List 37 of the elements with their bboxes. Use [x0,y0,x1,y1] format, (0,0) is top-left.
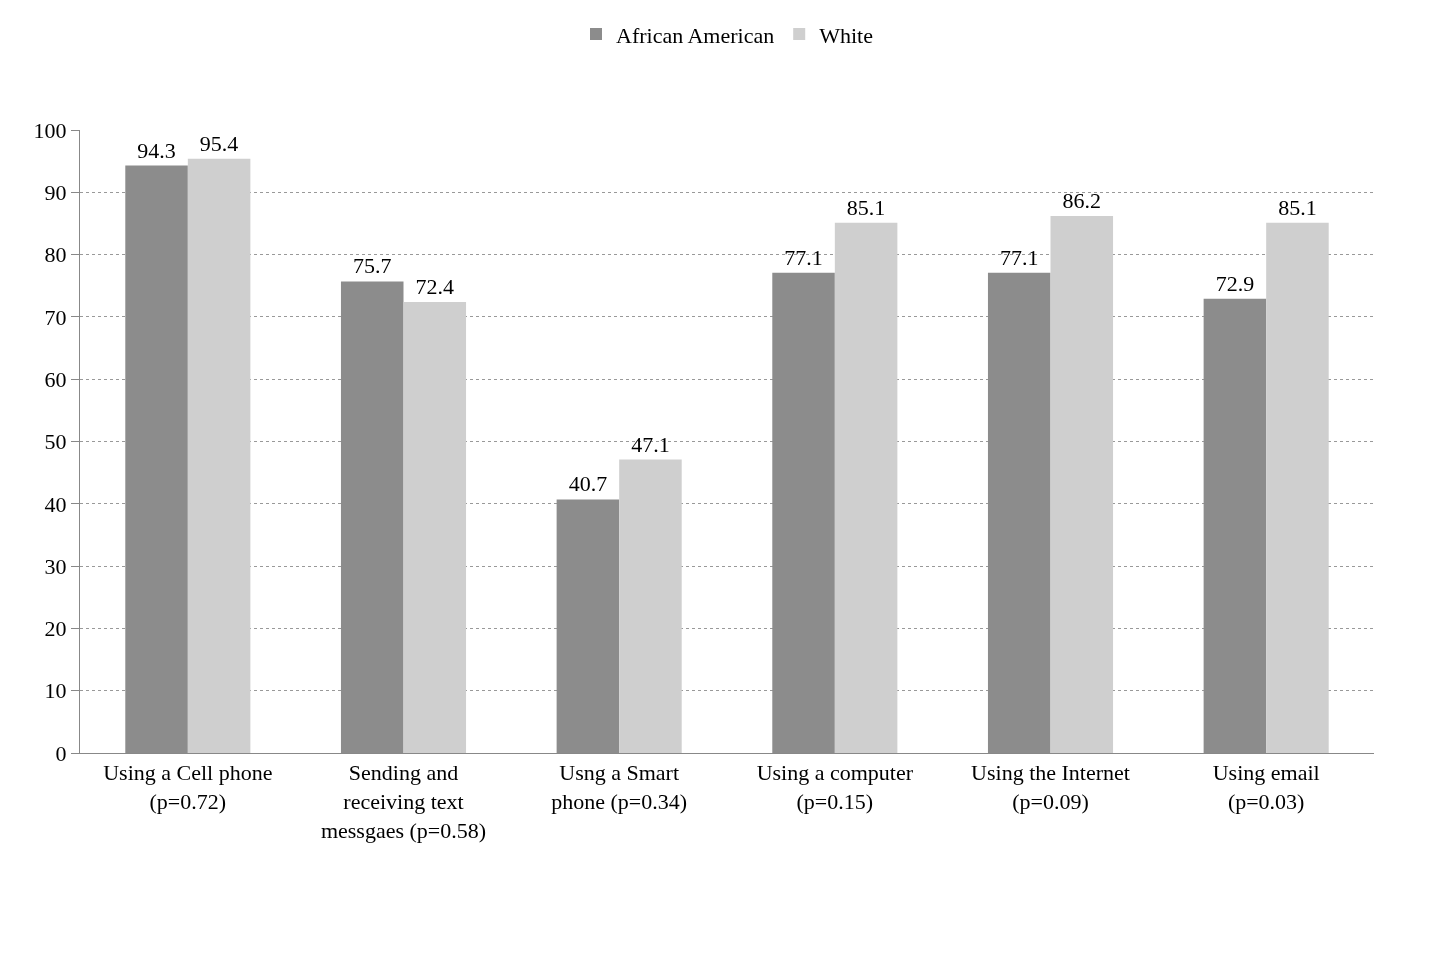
y-tick-label: 40 [44,491,67,517]
bar [1050,215,1114,753]
bar [1266,222,1329,753]
bar [619,459,682,753]
y-tick-label: 20 [44,616,67,642]
y-tick-label: 100 [33,117,67,143]
x-tick-label: Using email (p=0.03) [1212,760,1320,814]
data-label: 75.7 [352,253,392,279]
data-label: 72.4 [415,273,455,299]
y-tick-label: 60 [44,366,67,392]
data-label: 47.1 [631,431,670,457]
data-label: 94.3 [137,137,176,163]
x-tick-label: Using a computer (p=0.15) [756,760,914,814]
x-tick-label: Using a Cell phone (p=0.72) [103,760,273,814]
x-tick-label: Sending and receiving text messgaes (p=0.58) [320,760,487,843]
data-label: 40.7 [568,471,608,497]
bar [187,158,251,753]
y-tick-label: 50 [44,429,67,455]
data-label: 95.4 [199,130,239,156]
data-label: 77.1 [784,244,823,270]
y-tick-label: 70 [44,304,67,330]
legend-label: African American [616,22,775,48]
x-tick-label: Using the Internet (p=0.09) [971,760,1130,814]
y-tick-label: 0 [55,740,67,766]
x-tick-label: Usng a Smart phone (p=0.34) [551,760,688,814]
y-tick-label: 80 [44,242,67,268]
data-label: 85.1 [846,194,886,220]
data-label: 72.9 [1215,270,1255,296]
legend-label: White [819,22,873,48]
bar [403,301,467,753]
data-label: 86.2 [1062,187,1102,213]
y-tick-label: 10 [44,678,67,704]
y-tick-label: 90 [44,180,67,205]
data-label: 77.1 [999,244,1039,270]
y-tick-label: 30 [44,553,67,579]
data-label: 85.1 [1278,194,1317,220]
bar [834,222,898,753]
